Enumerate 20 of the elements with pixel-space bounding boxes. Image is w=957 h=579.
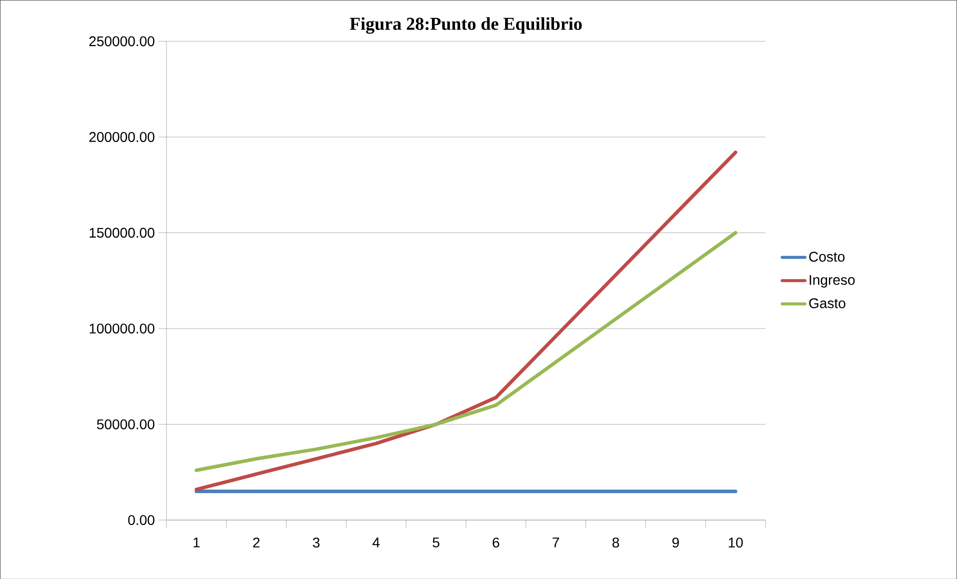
- y-tick-label: 200000.00: [89, 132, 154, 142]
- legend-label: Costo: [809, 252, 845, 262]
- y-tick-label: 0.00: [128, 514, 154, 525]
- x-tick-label: 7: [552, 537, 560, 548]
- y-tick-label: 150000.00: [90, 228, 154, 238]
- chart-title: Figura 28:Punto de Equilibrio: [350, 17, 582, 34]
- x-tick-label: 3: [312, 537, 320, 548]
- y-tick-label: 50000.00: [97, 419, 154, 430]
- x-tick-label: 2: [253, 537, 260, 548]
- x-tick-label: 1: [194, 537, 200, 548]
- legend-label: Ingreso: [810, 274, 855, 288]
- legend-label: Gasto: [809, 298, 846, 308]
- y-tick-label: 250000.00: [89, 36, 154, 46]
- x-tick-label: 6: [492, 537, 500, 548]
- x-tick-label: 8: [612, 537, 620, 548]
- x-tick-label: 5: [432, 537, 440, 548]
- x-tick-label: 4: [372, 537, 380, 548]
- x-tick-label: 9: [672, 537, 679, 548]
- y-tick-label: 100000.00: [90, 323, 154, 334]
- x-tick-label: 10: [728, 537, 743, 548]
